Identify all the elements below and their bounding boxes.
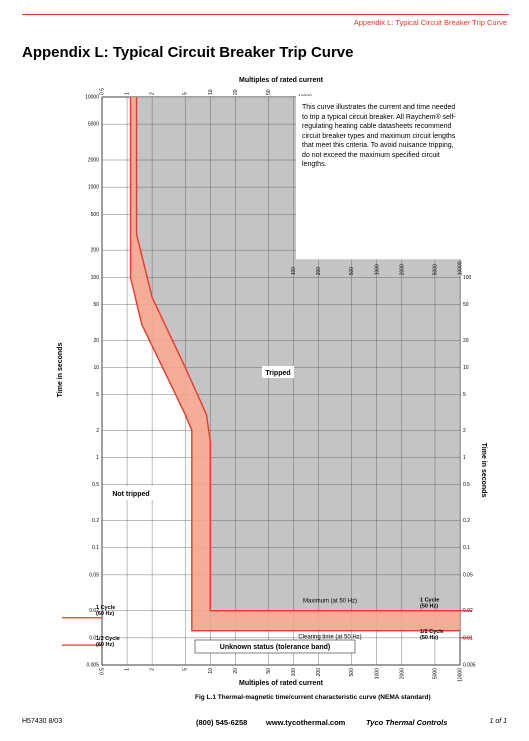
x-tick-label: 10: [208, 89, 214, 95]
x-axis-title: Multiples of rated current: [239, 680, 324, 687]
running-title: Appendix L: Typical Circuit Breaker Trip…: [353, 18, 507, 27]
page-title: Appendix L: Typical Circuit Breaker Trip…: [22, 44, 354, 61]
phone: (800) 545-6258: [196, 718, 248, 727]
y-tick-label: 5: [96, 392, 99, 398]
y-tick-label: 20: [463, 338, 469, 344]
y-tick-label: 0.005: [463, 663, 476, 669]
region-label: Tripped: [265, 370, 290, 377]
y-tick-label: 10: [463, 365, 469, 371]
x-axis-title: Multiples of rated current: [239, 77, 324, 84]
x-tick-label: 10000: [458, 261, 464, 275]
header-rule: [22, 14, 509, 15]
y-tick-label: 0.2: [92, 518, 99, 524]
y-tick-label: 0.02: [89, 608, 99, 614]
x-tick-label: 20: [233, 668, 239, 674]
reference-label: 1 Cycle: [96, 605, 115, 611]
x-tick-label: 5: [183, 668, 189, 671]
reference-label: 1 Cycle: [420, 598, 439, 604]
x-tick-label: 500: [349, 267, 355, 276]
caption: Fig L.1 Thermal-magnetic time/current ch…: [195, 694, 431, 701]
y-tick-label: 2: [96, 428, 99, 434]
y-tick-label: 200: [91, 248, 100, 254]
y-tick-label: 2000: [88, 158, 99, 164]
y-tick-label: 0.01: [89, 635, 99, 641]
y-axis-title: Time in seconds: [480, 443, 487, 498]
y-tick-label: 500: [91, 212, 100, 218]
y-tick-label: 0.005: [86, 663, 99, 669]
y-tick-label: 50: [463, 302, 469, 308]
y-tick-label: 10: [93, 365, 99, 371]
y-tick-label: 100: [463, 275, 472, 281]
company: Tyco Thermal Controls: [366, 718, 448, 727]
x-tick-label: 1: [125, 668, 131, 671]
chart-note: This curve illustrates the current and t…: [302, 104, 456, 168]
x-tick-label: 5000: [432, 668, 438, 679]
x-tick-label: 200: [316, 668, 322, 677]
label-box: [194, 639, 356, 654]
y-tick-label: 50: [93, 302, 99, 308]
x-tick-label: 100: [291, 668, 297, 677]
y-tick-label: 0.1: [463, 545, 470, 551]
x-tick-label: 20: [233, 89, 239, 95]
x-tick-label: 50: [266, 89, 272, 95]
y-tick-label: 0.5: [92, 482, 99, 488]
y-tick-label: 1: [463, 455, 466, 461]
y-tick-label: 0.05: [463, 572, 473, 578]
x-tick-label: 50: [266, 668, 272, 674]
y-tick-label: 20: [93, 338, 99, 344]
label-box: [262, 366, 294, 378]
y-tick-label: 1000: [88, 185, 99, 191]
x-tick-label: 2000: [399, 668, 405, 679]
region-label: Unknown status (tolerance band): [220, 644, 330, 651]
curve-label: Maximum (at 50 Hz): [303, 599, 357, 605]
y-tick-label: 5: [463, 392, 466, 398]
curve-label: Clearing time (at 50 Hz): [298, 635, 361, 641]
x-tick-label: 5: [183, 92, 189, 95]
region-label: Not tripped: [112, 491, 149, 498]
website: www.tycothermal.com: [266, 718, 346, 727]
y-tick-label: 0.05: [89, 572, 99, 578]
x-tick-label: 200: [316, 267, 322, 276]
x-tick-label: 10000: [458, 668, 464, 682]
x-tick-label: 2: [150, 92, 156, 95]
page-number: 1 of 1: [489, 718, 507, 725]
note-box: [296, 96, 470, 260]
x-tick-label: 1000: [374, 264, 380, 275]
x-tick-label: 1: [125, 92, 131, 95]
x-tick-label: 0.5: [100, 668, 106, 675]
y-tick-label: 10000: [85, 95, 99, 101]
reference-label: (60 Hz): [96, 642, 114, 648]
reference-label: 1/2 Cycle: [420, 629, 444, 635]
y-tick-label: 1: [96, 455, 99, 461]
reference-label: (60 Hz): [96, 611, 114, 617]
x-tick-label: 2000: [399, 264, 405, 275]
label-box: [104, 486, 158, 500]
x-tick-label: 0.5: [100, 88, 106, 95]
x-tick-label: 100: [291, 267, 297, 276]
x-tick-label: 5000: [432, 264, 438, 275]
y-axis-title: Time in seconds: [57, 343, 64, 398]
x-tick-label: 500: [349, 668, 355, 677]
y-tick-label: 2: [463, 428, 466, 434]
doc-id: H57430 8/03: [22, 718, 63, 725]
reference-label: (50 Hz): [420, 635, 438, 641]
y-tick-label: 5000: [88, 122, 99, 128]
y-tick-label: 0.5: [463, 482, 470, 488]
reference-label: (50 Hz): [420, 604, 438, 610]
trip-curve: [135, 97, 460, 612]
trip-curve: [129, 97, 460, 632]
reference-label: 1/2 Cycle: [96, 636, 120, 642]
x-tick-label: 10: [208, 668, 214, 674]
x-tick-label: 2: [150, 668, 156, 671]
y-tick-label: 0.2: [463, 518, 470, 524]
y-tick-label: 0.1: [92, 545, 99, 551]
y-tick-label: 100: [91, 275, 100, 281]
x-tick-label: 1000: [374, 668, 380, 679]
